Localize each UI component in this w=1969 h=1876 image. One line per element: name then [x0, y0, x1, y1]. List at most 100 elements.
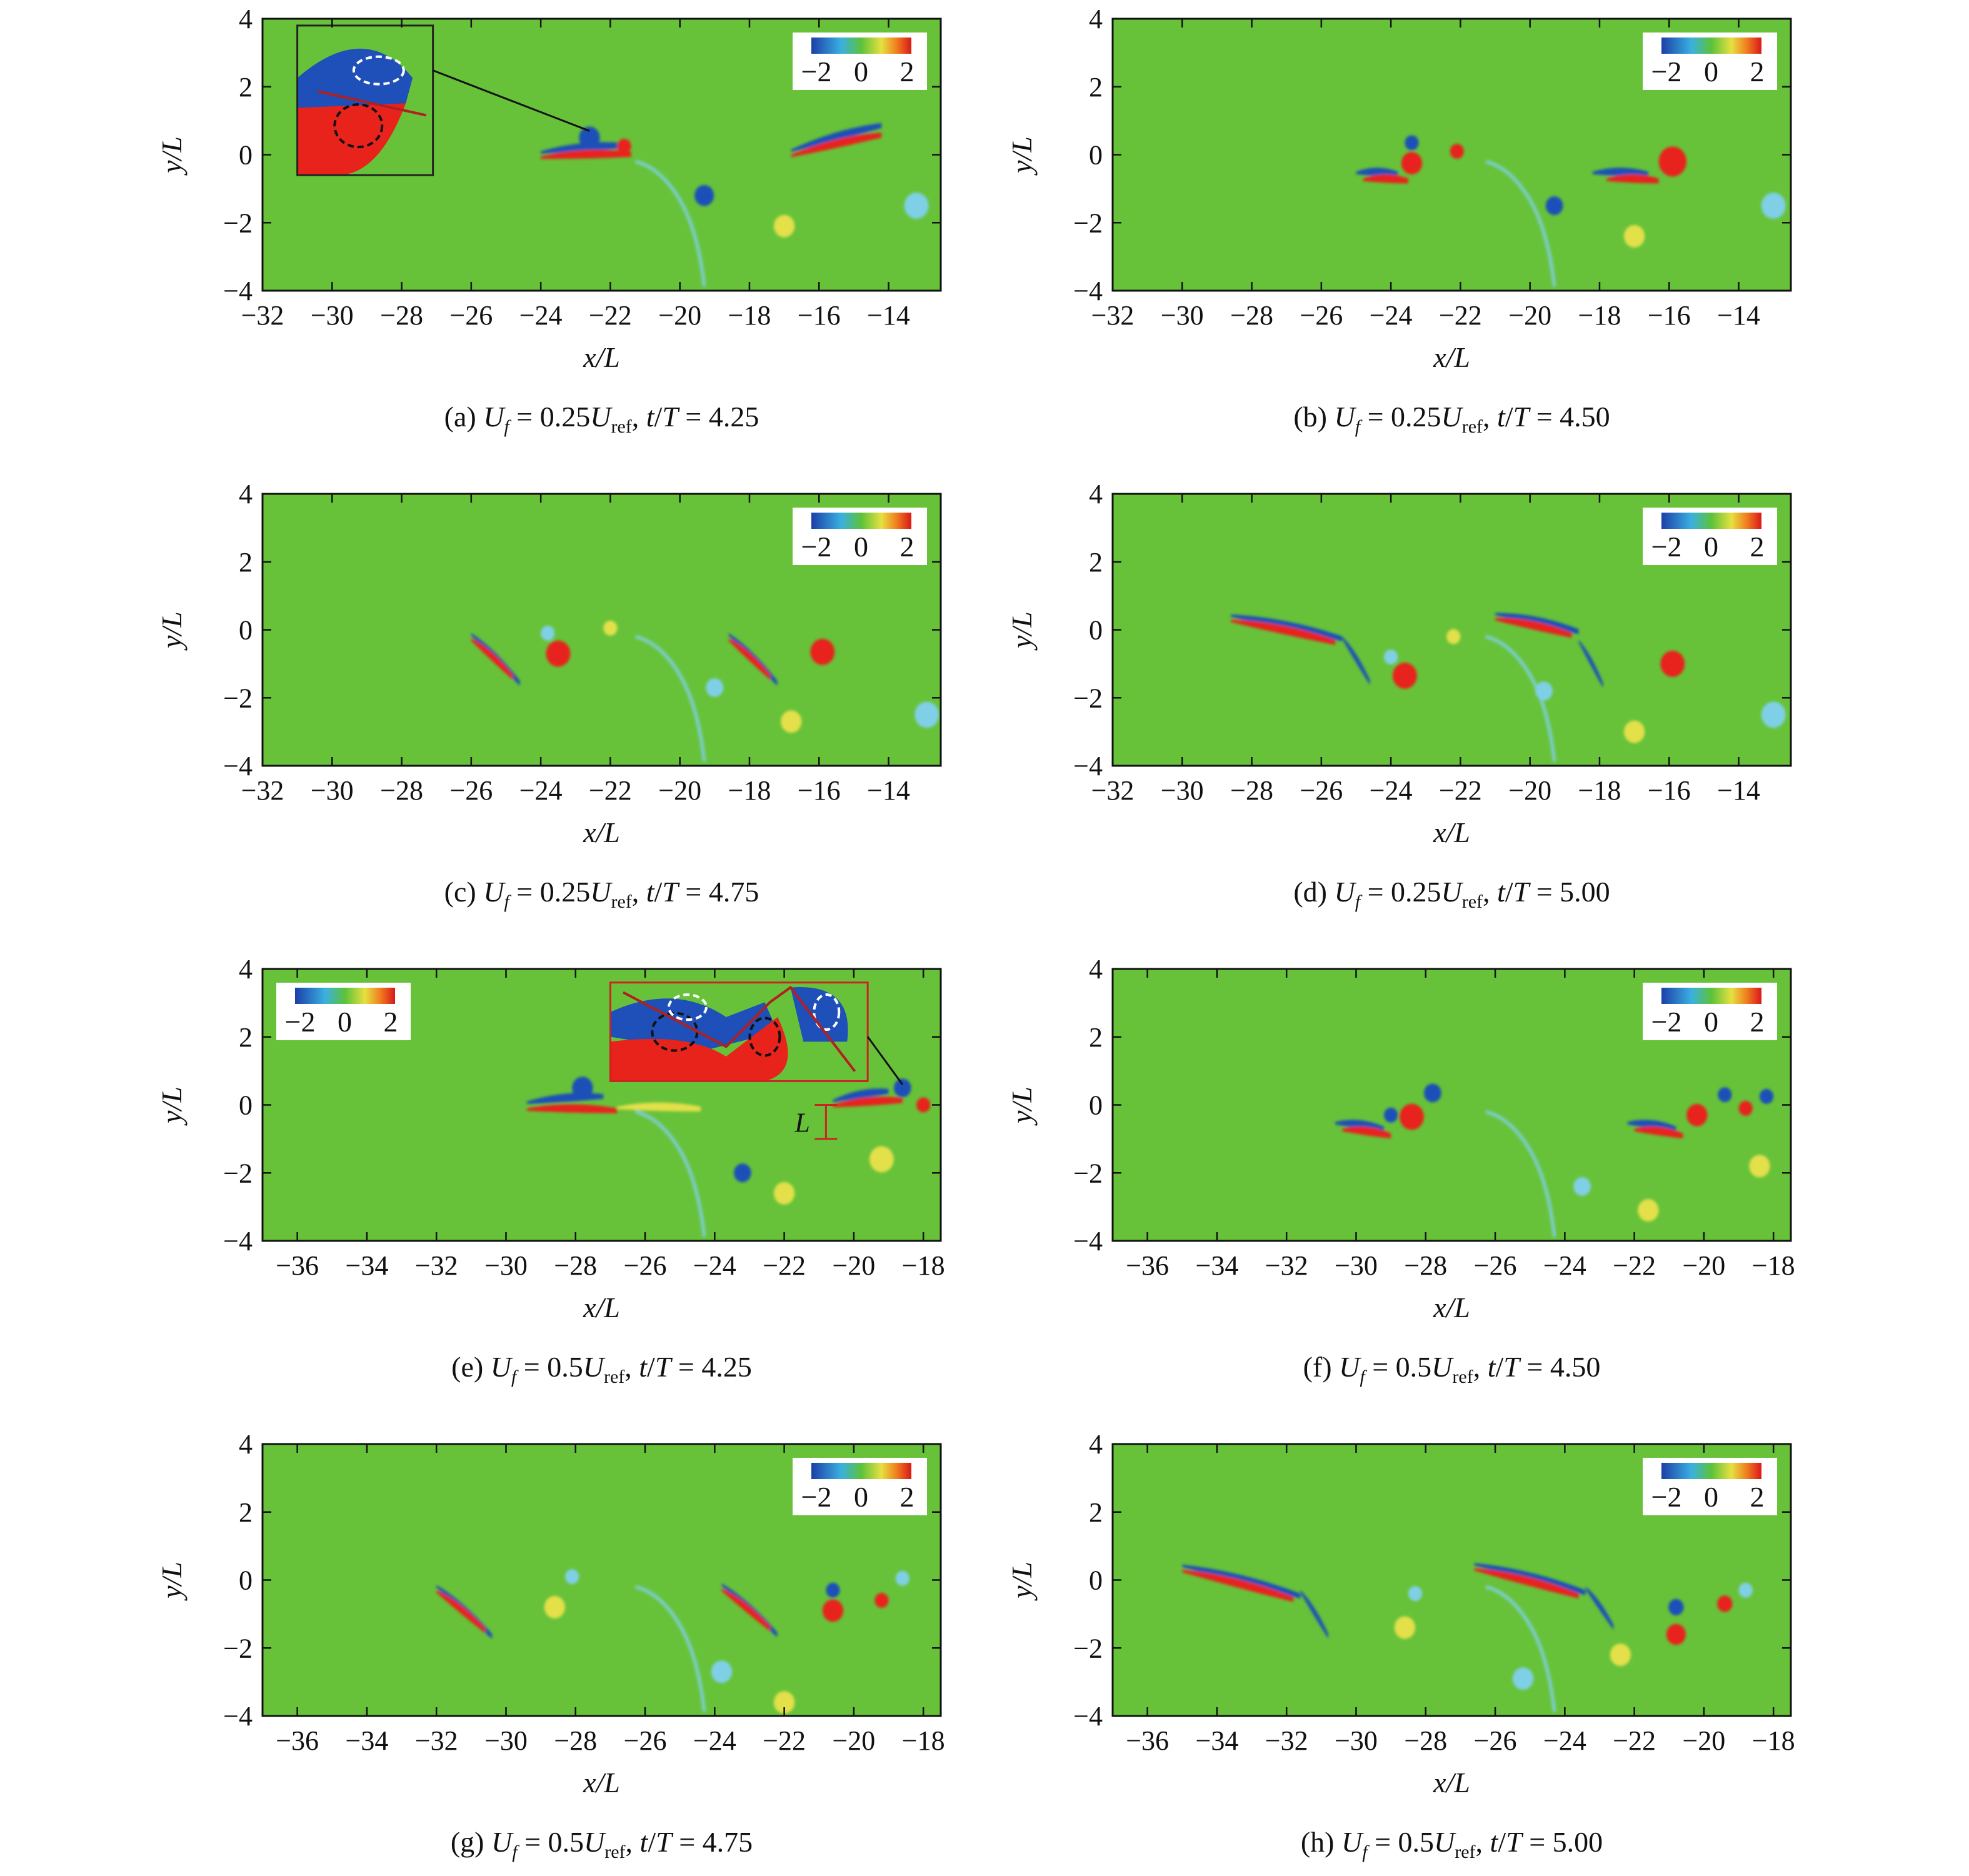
x-tick-label: −30 — [484, 1725, 528, 1756]
vortex-blob — [1384, 1107, 1398, 1123]
y-tick-label: 0 — [239, 615, 253, 646]
y-tick-label: 0 — [1089, 615, 1103, 646]
x-tick-label: −30 — [1161, 300, 1204, 331]
shear-layer — [1342, 636, 1370, 685]
y-tick-label: 4 — [239, 479, 253, 509]
colorbar-tick-label: 2 — [900, 56, 914, 88]
x-tick-label: −24 — [693, 1250, 736, 1281]
vortex-blob — [711, 1660, 733, 1683]
x-tick-label: −32 — [241, 775, 284, 806]
vortex-blob — [916, 1097, 931, 1113]
y-tick-label: −2 — [223, 683, 253, 713]
shear-layer — [526, 1104, 618, 1113]
x-tick-label: −18 — [1578, 300, 1621, 331]
x-tick-label: −32 — [241, 300, 284, 331]
shear-layer — [436, 1590, 486, 1633]
y-tick-label: −4 — [223, 276, 253, 306]
shear-layer — [1495, 618, 1572, 638]
caption-t-value: 4.25 — [708, 401, 759, 433]
x-tick-label: −18 — [1752, 1250, 1795, 1281]
caption-uf-value: 0.25 — [1391, 401, 1441, 433]
vortex-blob — [826, 1582, 840, 1598]
vortex-blob — [1392, 662, 1417, 689]
vortex-blob — [1512, 1667, 1534, 1690]
inset-zoom — [296, 24, 590, 176]
vortex-blob — [694, 185, 714, 206]
y-tick-label: −4 — [223, 1701, 253, 1732]
colorbar-tick-label: −2 — [801, 1481, 832, 1513]
colorbar-tick-label: 2 — [1750, 1481, 1765, 1513]
y-axis-label: y/L — [1006, 611, 1038, 651]
x-axis-label: x/L — [583, 1292, 620, 1323]
shear-layer — [1606, 174, 1659, 184]
x-tick-label: −20 — [658, 300, 701, 331]
vortex-blob — [544, 1596, 566, 1618]
caption-t-value: 4.50 — [1550, 1351, 1601, 1383]
shear-layer — [728, 638, 771, 680]
shear-layer — [791, 123, 882, 153]
x-tick-label: −34 — [1196, 1250, 1239, 1281]
vortex-blob — [914, 701, 939, 728]
vortex-blob — [1408, 1586, 1423, 1602]
length-scale-label: L — [794, 1108, 809, 1138]
x-tick-label: −22 — [763, 1725, 806, 1756]
colorbar-tick-label: −2 — [1651, 56, 1682, 88]
caption-uf-value: 0.5 — [1398, 1826, 1435, 1858]
x-tick-label: −16 — [1648, 775, 1691, 806]
vortex-blob — [773, 214, 795, 238]
caption-uf-value: 0.25 — [539, 876, 591, 908]
y-tick-label: 4 — [1089, 479, 1103, 509]
x-tick-label: −18 — [728, 300, 771, 331]
colorbar: −2 0 2 — [1643, 33, 1777, 90]
x-tick-label: −28 — [554, 1725, 597, 1756]
shear-layer — [541, 149, 631, 159]
colorbar: −2 0 2 — [1643, 983, 1777, 1040]
shear-layer — [1342, 1126, 1391, 1138]
y-tick-label: 0 — [239, 1565, 253, 1596]
vortex-blob — [1686, 1103, 1708, 1126]
colorbar-tick-label: 0 — [338, 1006, 352, 1038]
shear-layer — [1585, 1587, 1614, 1630]
wake-filament — [634, 1585, 706, 1712]
caption-t-value: 4.75 — [702, 1826, 753, 1858]
panel-caption: (b) Uf = 0.25Uref, t/T = 4.50 — [1293, 401, 1610, 438]
vortex-blob — [869, 1146, 894, 1173]
x-tick-label: −30 — [1335, 1250, 1378, 1281]
vortex-blob — [1401, 152, 1423, 175]
x-tick-label: −20 — [658, 775, 701, 806]
x-tick-label: −22 — [589, 775, 632, 806]
x-axis-label: x/L — [583, 1767, 620, 1798]
shear-layer — [1578, 640, 1603, 688]
y-axis-label: y/L — [1006, 136, 1038, 176]
shear-layer — [617, 1102, 701, 1112]
shear-layer — [791, 133, 882, 158]
y-tick-label: 2 — [1089, 72, 1103, 103]
shear-layer — [1231, 619, 1336, 645]
x-tick-label: −18 — [902, 1725, 945, 1756]
caption-uf-value: 0.5 — [1395, 1351, 1432, 1383]
colorbar-tick-label: −2 — [801, 531, 832, 563]
caption-t-value: 5.00 — [1560, 876, 1610, 908]
colorbar: −2 0 2 — [793, 33, 927, 90]
vortex-blob — [1394, 1616, 1416, 1639]
vortex-blob — [1759, 1088, 1774, 1104]
vortex-blob — [893, 1078, 911, 1098]
y-tick-label: −2 — [223, 208, 253, 238]
y-tick-label: 2 — [239, 1022, 253, 1053]
vortex-blob — [546, 640, 571, 667]
vortex-blob — [1666, 1623, 1686, 1645]
y-tick-label: 2 — [239, 72, 253, 103]
colorbar-tick-label: 0 — [1704, 531, 1718, 563]
shear-layer — [1592, 168, 1648, 177]
panel-caption: (e) Uf = 0.5Uref, t/T = 4.25 — [451, 1351, 752, 1388]
y-tick-label: 4 — [239, 4, 253, 34]
y-tick-label: 0 — [239, 140, 253, 171]
x-axis-label: x/L — [1433, 341, 1470, 373]
vortex-blob — [1761, 701, 1786, 728]
colorbar: −2 0 2 — [793, 1458, 927, 1515]
vortex-blob — [1405, 135, 1419, 151]
vortex-blob — [579, 126, 600, 149]
